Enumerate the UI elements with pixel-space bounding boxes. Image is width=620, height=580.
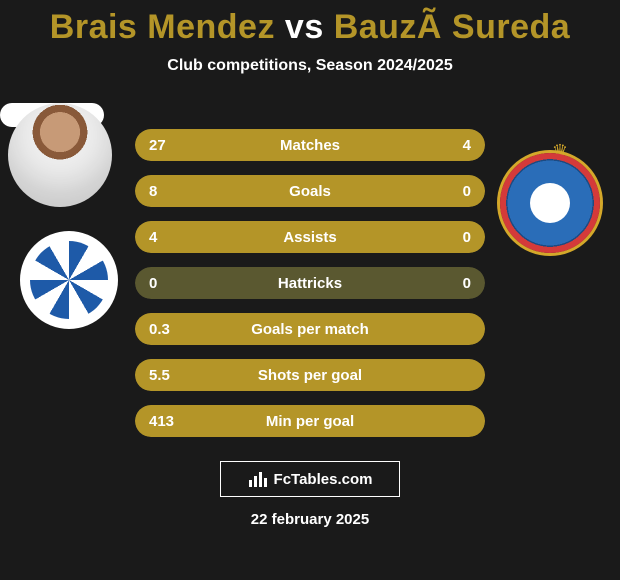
player1-club-badge	[20, 231, 118, 329]
stat-label: Shots per goal	[195, 367, 425, 384]
stat-left-value: 4	[135, 229, 195, 246]
player1-avatar	[8, 103, 112, 207]
stat-right-value: 4	[425, 137, 485, 154]
stat-row: 4Assists0	[135, 221, 485, 253]
stat-row: 27Matches4	[135, 129, 485, 161]
player2-club-badge	[500, 153, 600, 253]
stat-right-value: 0	[425, 275, 485, 292]
bars-icon	[248, 470, 268, 488]
stat-label: Matches	[195, 137, 425, 154]
stat-left-value: 0	[135, 275, 195, 292]
stats-rows: 27Matches48Goals04Assists00Hattricks00.3…	[135, 127, 485, 437]
player1-name: Brais Mendez	[50, 8, 275, 46]
stat-label: Hattricks	[195, 275, 425, 292]
fctables-logo: FcTables.com	[220, 461, 400, 497]
stat-label: Goals	[195, 183, 425, 200]
stat-left-value: 5.5	[135, 367, 195, 384]
stat-left-value: 27	[135, 137, 195, 154]
stat-label: Goals per match	[195, 321, 425, 338]
stat-left-value: 413	[135, 413, 195, 430]
stat-row: 0Hattricks0	[135, 267, 485, 299]
stat-row: 5.5Shots per goal	[135, 359, 485, 391]
stat-label: Assists	[195, 229, 425, 246]
vs-text: vs	[285, 8, 324, 46]
stat-row: 0.3Goals per match	[135, 313, 485, 345]
page-title: Brais Mendez vs BauzÃ Sureda	[0, 8, 620, 47]
stat-right-value: 0	[425, 229, 485, 246]
stat-right-value: 0	[425, 183, 485, 200]
stat-left-value: 0.3	[135, 321, 195, 338]
stat-row: 8Goals0	[135, 175, 485, 207]
stat-label: Min per goal	[195, 413, 425, 430]
fctables-label: FcTables.com	[274, 471, 373, 488]
date: 22 february 2025	[0, 511, 620, 528]
stat-left-value: 8	[135, 183, 195, 200]
stat-row: 413Min per goal	[135, 405, 485, 437]
player2-name: BauzÃ Sureda	[334, 8, 571, 46]
subtitle: Club competitions, Season 2024/2025	[0, 57, 620, 75]
